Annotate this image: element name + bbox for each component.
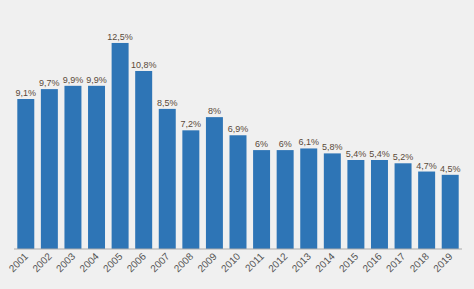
bar	[324, 153, 341, 249]
x-tick-label: 2010	[219, 250, 243, 274]
x-tick-label: 2015	[337, 250, 361, 274]
bar	[230, 135, 247, 249]
data-label: 4,5%	[440, 164, 461, 174]
data-label: 8,5%	[157, 98, 178, 108]
bar	[277, 150, 294, 249]
data-label: 9,9%	[63, 75, 84, 85]
data-label: 8%	[208, 106, 221, 116]
x-tick-label: 2012	[266, 250, 290, 274]
data-label: 5,4%	[346, 149, 367, 159]
x-tick-label: 2016	[360, 250, 384, 274]
x-axis-line	[14, 249, 462, 250]
bar	[17, 99, 34, 249]
bar	[88, 86, 105, 249]
bar	[442, 175, 459, 249]
bar	[371, 160, 388, 249]
bar	[135, 71, 152, 249]
bar	[206, 117, 223, 249]
bar	[253, 150, 270, 249]
data-label: 6%	[279, 139, 292, 149]
bars	[17, 43, 458, 249]
data-label: 5,4%	[369, 149, 390, 159]
bar	[112, 43, 129, 249]
data-label: 6,1%	[298, 137, 319, 147]
x-tick-label: 2003	[54, 250, 78, 274]
data-label: 9,1%	[16, 88, 37, 98]
x-tick-label: 2009	[195, 250, 219, 274]
data-labels: 9,1%9,7%9,9%9,9%12,5%10,8%8,5%7,2%8%6,9%…	[16, 32, 461, 174]
bar	[395, 163, 412, 249]
bar	[182, 130, 199, 249]
x-tick-label: 2008	[172, 250, 196, 274]
x-tick-label: 2002	[30, 250, 54, 274]
x-tick-label: 2011	[243, 250, 266, 273]
x-tick-labels: 2001200220032004200520062007200820092010…	[7, 250, 455, 274]
bar	[418, 172, 435, 249]
bar	[64, 86, 81, 249]
data-label: 6%	[255, 139, 268, 149]
x-tick-label: 2007	[148, 250, 172, 274]
data-label: 4,7%	[416, 161, 437, 171]
bar	[41, 89, 58, 249]
bar	[159, 109, 176, 249]
data-label: 10,8%	[131, 60, 157, 70]
data-label: 9,7%	[39, 78, 60, 88]
x-tick-label: 2014	[313, 250, 337, 274]
data-label: 5,2%	[393, 152, 414, 162]
x-tick-label: 2006	[125, 250, 149, 274]
x-tick-label: 2017	[384, 250, 408, 274]
bar	[300, 148, 317, 249]
chart: 9,1%9,7%9,9%9,9%12,5%10,8%8,5%7,2%8%6,9%…	[0, 0, 474, 289]
x-tick-label: 2005	[101, 250, 125, 274]
x-tick-label: 2013	[290, 250, 314, 274]
data-label: 12,5%	[107, 32, 133, 42]
x-tick-label: 2004	[77, 250, 101, 274]
data-label: 9,9%	[86, 75, 107, 85]
x-tick-label: 2001	[7, 250, 31, 274]
x-tick-label: 2018	[408, 250, 432, 274]
data-label: 7,2%	[181, 119, 202, 129]
x-tick-label: 2019	[431, 250, 455, 274]
data-label: 6,9%	[228, 124, 249, 134]
bar	[347, 160, 364, 249]
data-label: 5,8%	[322, 142, 343, 152]
chart-container: 9,1%9,7%9,9%9,9%12,5%10,8%8,5%7,2%8%6,9%…	[0, 0, 474, 289]
